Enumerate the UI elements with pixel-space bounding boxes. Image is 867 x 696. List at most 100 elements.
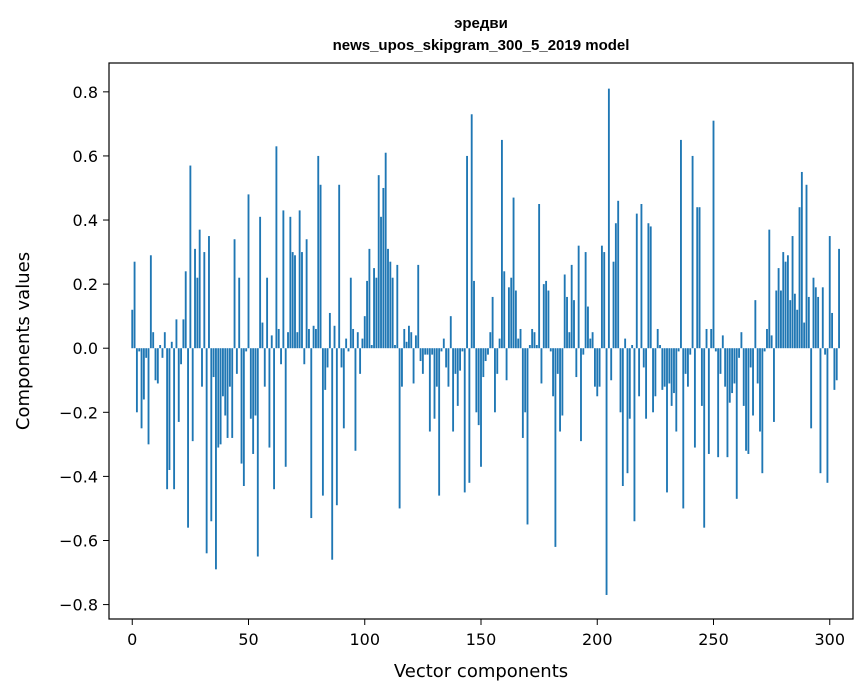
bar [638,348,641,397]
bar [791,236,794,349]
y-tick-label: −0.4 [59,467,98,486]
bar [817,296,820,349]
bar [135,348,138,413]
bar [480,348,482,467]
bar [161,348,164,358]
bar [154,348,157,381]
bar [612,261,615,349]
bar [500,139,503,349]
bar [742,348,745,406]
bar [380,216,382,349]
x-tick-label: 0 [127,630,137,649]
y-tick-label: 0.8 [73,83,98,102]
bar [754,300,757,349]
bar [494,348,496,413]
bar [449,316,452,349]
bar [238,277,241,349]
bar [596,348,599,397]
bar [142,348,145,400]
x-tick-label: 150 [466,630,497,649]
bar [784,261,787,349]
bar [545,280,548,349]
bar [526,348,529,525]
bar [735,348,738,499]
bar [414,335,417,349]
bar [773,348,775,422]
bar [133,261,136,349]
bar [498,338,501,349]
bar [368,248,371,349]
x-tick-label: 100 [349,630,380,649]
bar [387,248,389,349]
bar [740,332,743,349]
bar [649,226,652,349]
bar [463,348,466,493]
bar [703,348,706,528]
bar [535,345,538,349]
bar [208,236,210,349]
bar [533,332,536,349]
bar [603,252,606,349]
bar [507,287,510,349]
bar [280,348,282,365]
bar [159,345,162,349]
bar [303,348,306,365]
bar [780,290,782,349]
bar [745,348,747,451]
x-tick-label: 200 [582,630,613,649]
bar [145,348,148,358]
bar [607,88,610,349]
bar [138,348,141,352]
bar [677,348,680,352]
bar [561,348,564,416]
bar [298,210,301,349]
bar [301,252,303,349]
bar [375,277,378,349]
bar [487,348,489,355]
bar [152,332,155,349]
bar [605,348,608,595]
bar [514,290,517,349]
bar [589,338,592,349]
bar [661,348,664,390]
bar [675,348,678,432]
bar [749,348,752,368]
bar [442,338,445,349]
bar [731,348,734,394]
bar [510,277,513,349]
bar [235,348,238,374]
bar [403,328,406,349]
bar [452,348,455,432]
bar [696,207,699,349]
bar [433,348,436,419]
bar [356,332,359,349]
bar [800,171,803,349]
bar [461,348,464,352]
bar [203,252,206,349]
bar [438,348,441,496]
bar [177,348,180,422]
bar [496,348,499,374]
bar [812,277,815,349]
bar [838,248,840,349]
bar [687,348,689,387]
bar [252,348,255,454]
bar [793,293,796,349]
bar [670,348,673,406]
bar [614,223,617,349]
bar [519,328,522,349]
y-tick-label: 0.6 [73,147,98,166]
bar [717,348,720,458]
bar [786,255,789,349]
bar [140,348,143,429]
bar [789,300,792,349]
y-tick-label: 0.0 [73,339,98,358]
bar [180,348,182,365]
bar [475,348,478,413]
bar [456,348,459,406]
bar [826,348,829,483]
bar [738,348,741,358]
bar [382,187,385,349]
bar [168,348,171,470]
bar [431,348,434,355]
